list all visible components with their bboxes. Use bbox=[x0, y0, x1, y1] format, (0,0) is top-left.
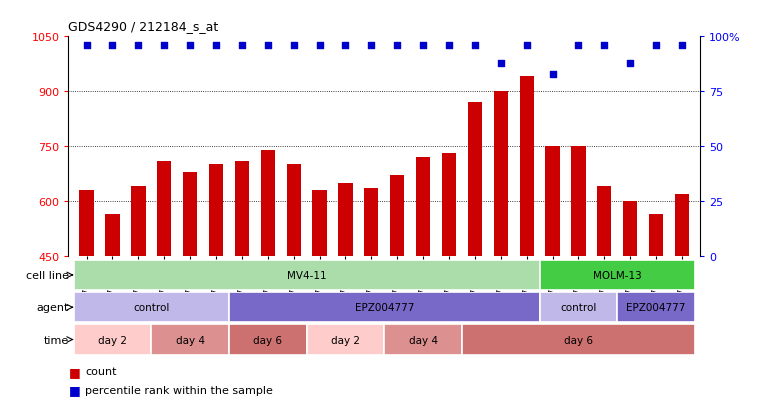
Bar bbox=[546, 147, 559, 256]
Point bbox=[210, 43, 222, 49]
Bar bbox=[307, 325, 384, 355]
Text: control: control bbox=[560, 302, 597, 313]
Bar bbox=[572, 147, 585, 256]
Text: agent: agent bbox=[37, 302, 69, 313]
Point bbox=[650, 43, 662, 49]
Bar bbox=[339, 183, 352, 256]
Bar bbox=[540, 292, 617, 323]
Text: ■: ■ bbox=[68, 365, 80, 378]
Bar bbox=[183, 172, 197, 256]
Bar bbox=[74, 325, 151, 355]
Bar bbox=[390, 176, 404, 256]
Text: time: time bbox=[44, 335, 69, 345]
Bar bbox=[468, 103, 482, 256]
Point bbox=[132, 43, 145, 49]
Bar bbox=[416, 157, 430, 256]
Text: count: count bbox=[85, 366, 116, 376]
Point bbox=[391, 43, 403, 49]
Point bbox=[546, 71, 559, 78]
Bar bbox=[74, 292, 229, 323]
Point bbox=[495, 60, 507, 67]
Bar bbox=[365, 189, 378, 256]
Bar bbox=[158, 161, 171, 256]
Text: GDS4290 / 212184_s_at: GDS4290 / 212184_s_at bbox=[68, 20, 218, 33]
Bar bbox=[520, 77, 533, 256]
Bar bbox=[131, 187, 145, 256]
Point bbox=[158, 43, 170, 49]
Bar bbox=[649, 214, 664, 256]
Text: day 2: day 2 bbox=[98, 335, 127, 345]
Text: EPZ004777: EPZ004777 bbox=[355, 302, 414, 313]
Text: percentile rank within the sample: percentile rank within the sample bbox=[85, 385, 273, 395]
Point bbox=[469, 43, 481, 49]
Point bbox=[288, 43, 300, 49]
Bar bbox=[229, 325, 307, 355]
Text: cell line: cell line bbox=[26, 270, 69, 280]
Point bbox=[676, 43, 688, 49]
Bar bbox=[209, 165, 223, 256]
Bar bbox=[229, 292, 540, 323]
Bar bbox=[261, 150, 275, 256]
Point bbox=[339, 43, 352, 49]
Bar bbox=[675, 194, 689, 256]
Point bbox=[81, 43, 93, 49]
Point bbox=[262, 43, 274, 49]
Text: EPZ004777: EPZ004777 bbox=[626, 302, 686, 313]
Text: day 4: day 4 bbox=[176, 335, 205, 345]
Point bbox=[598, 43, 610, 49]
Bar bbox=[384, 325, 462, 355]
Bar bbox=[287, 165, 301, 256]
Point bbox=[314, 43, 326, 49]
Point bbox=[417, 43, 429, 49]
Bar bbox=[494, 92, 508, 256]
Point bbox=[236, 43, 248, 49]
Bar bbox=[313, 190, 326, 256]
Point bbox=[365, 43, 377, 49]
Bar bbox=[105, 214, 119, 256]
Bar bbox=[235, 161, 249, 256]
Bar bbox=[151, 325, 229, 355]
Text: control: control bbox=[133, 302, 170, 313]
Point bbox=[521, 43, 533, 49]
Point bbox=[107, 43, 119, 49]
Text: day 6: day 6 bbox=[253, 335, 282, 345]
Bar bbox=[74, 260, 540, 290]
Text: ■: ■ bbox=[68, 383, 80, 396]
Point bbox=[184, 43, 196, 49]
Point bbox=[572, 43, 584, 49]
Point bbox=[624, 60, 636, 67]
Text: MOLM-13: MOLM-13 bbox=[593, 270, 642, 280]
Bar bbox=[597, 187, 611, 256]
Bar bbox=[540, 260, 695, 290]
Text: MV4-11: MV4-11 bbox=[287, 270, 326, 280]
Text: day 2: day 2 bbox=[331, 335, 360, 345]
Point bbox=[443, 43, 455, 49]
Bar bbox=[462, 325, 695, 355]
Bar bbox=[623, 202, 638, 256]
Bar bbox=[79, 190, 94, 256]
Text: day 4: day 4 bbox=[409, 335, 438, 345]
Bar bbox=[442, 154, 456, 256]
Text: day 6: day 6 bbox=[564, 335, 593, 345]
Bar bbox=[617, 292, 695, 323]
